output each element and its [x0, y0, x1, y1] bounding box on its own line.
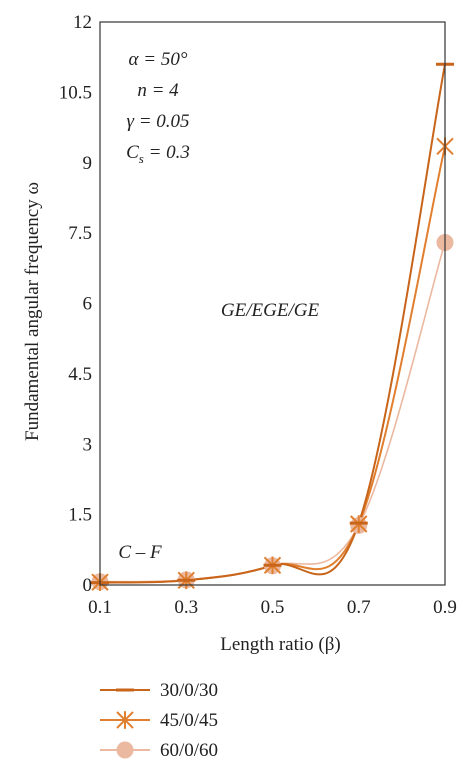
- x-tick-labels: 0.1 0.3 0.5 0.7 0.9: [88, 597, 457, 618]
- y-tick-labels: 0 1.5 3 4.5 6 7.5 9 10.5 12: [59, 12, 92, 596]
- param-n: n = 4: [137, 80, 179, 101]
- y-tick-label: 0: [83, 575, 93, 596]
- x-tick-label: 0.5: [261, 597, 285, 618]
- legend-marker: [116, 711, 134, 729]
- series-line: [99, 146, 446, 584]
- y-tick-label: 7.5: [68, 223, 92, 244]
- x-tick-label: 0.3: [174, 597, 198, 618]
- x-tick-label: 0.1: [88, 597, 112, 618]
- boundary-condition-label: C – F: [118, 542, 162, 563]
- y-tick-label: 4.5: [68, 364, 92, 385]
- legend-label: 45/0/45: [160, 710, 218, 731]
- legend-item: 60/0/60: [100, 740, 218, 761]
- y-tick-label: 9: [83, 153, 93, 174]
- y-tick-label: 3: [83, 434, 93, 455]
- legend-label: 30/0/30: [160, 680, 218, 701]
- x-tick-label: 0.7: [347, 597, 371, 618]
- legend: 30/0/30 45/0/45 60/0/60: [100, 680, 218, 761]
- legend-item: 30/0/30: [100, 680, 218, 701]
- y-tick-label: 12: [73, 12, 92, 33]
- layup-label: GE/EGE/GE: [221, 300, 320, 321]
- legend-item: 45/0/45: [100, 710, 218, 731]
- legend-label: 60/0/60: [160, 740, 218, 761]
- param-alpha: α = 50°: [129, 49, 188, 70]
- plot-frame: [99, 21, 446, 586]
- x-tick-label: 0.9: [433, 597, 457, 618]
- y-tick-label: 1.5: [68, 505, 92, 526]
- x-axis-label: Length ratio (β): [220, 634, 340, 655]
- parameter-annotations: α = 50° n = 4 γ = 0.05 Cs = 0.3: [126, 49, 190, 166]
- param-cs: Cs = 0.3: [126, 142, 190, 166]
- y-tick-label: 10.5: [59, 82, 92, 103]
- y-tick-label: 6: [83, 294, 93, 315]
- y-axis-label: Fundamental angular frequency ω: [22, 182, 43, 441]
- param-gamma: γ = 0.05: [126, 111, 189, 132]
- legend-marker: [116, 741, 134, 759]
- series-line: [99, 242, 446, 583]
